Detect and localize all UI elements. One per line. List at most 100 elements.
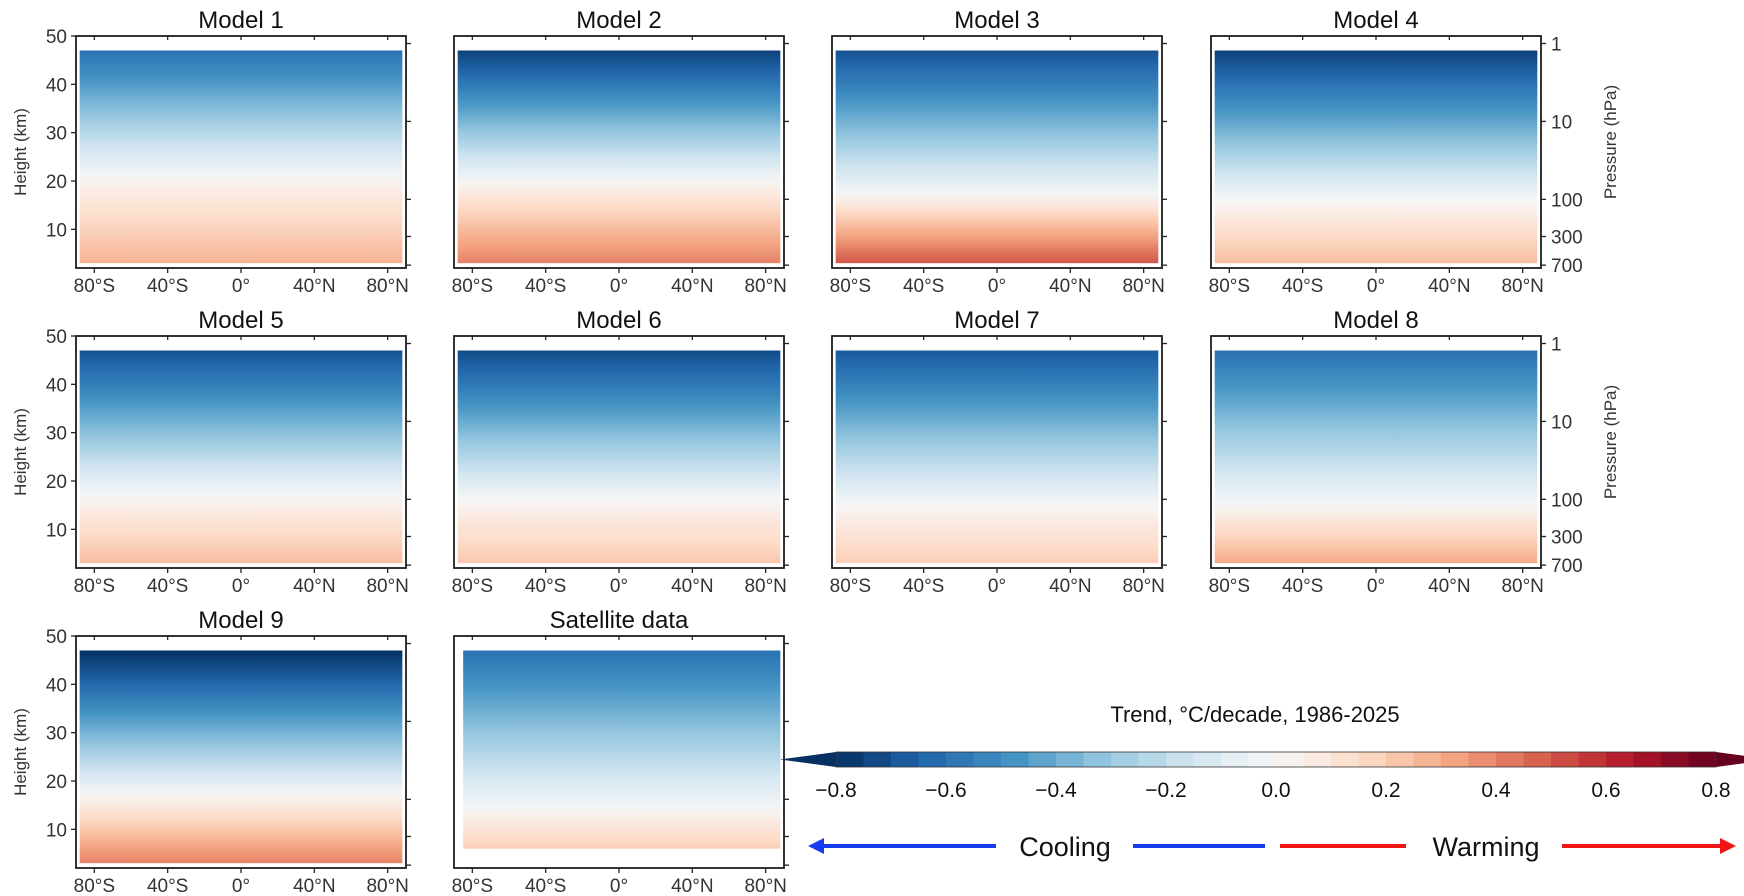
x-tick-label: 40°S (147, 276, 188, 297)
x-tick-label: 40°N (1428, 576, 1470, 597)
y-tick-label: 10 (46, 520, 67, 541)
x-tick-label: 40°N (1428, 276, 1470, 297)
y-tick-label: 20 (46, 772, 67, 793)
colorbar-tick-label: −0.6 (925, 779, 966, 802)
x-tick-label: 80°S (830, 576, 871, 597)
warming-label: Warming (1432, 832, 1539, 862)
y-tick-label: 40 (46, 375, 67, 396)
warming-arrowhead-icon (1720, 838, 1736, 854)
x-tick-label: 40°N (671, 576, 713, 597)
colorbar-tick-label: −0.8 (815, 779, 856, 802)
colorbar-extend-low-icon (780, 752, 836, 767)
x-tick-label: 80°N (1122, 576, 1164, 597)
x-tick-label: 80°N (1501, 276, 1543, 297)
panel-title: Model 1 (198, 7, 283, 34)
colorbar-swatch (1221, 752, 1249, 767)
x-tick-label: 40°S (147, 576, 188, 597)
colorbar-tick-label: 0.4 (1481, 779, 1511, 802)
panel-title: Model 4 (1333, 7, 1418, 34)
y-tick-label: 50 (46, 627, 67, 648)
panel-7: Model 7 80°S 40°S 0° 40°N 80°N (830, 307, 1167, 597)
pressure-tick-label: 1 (1551, 35, 1562, 56)
x-tick-label: 40°N (1049, 276, 1091, 297)
panel-title: Model 2 (576, 7, 661, 34)
trend-field (835, 350, 1159, 564)
colorbar-swatch (863, 752, 892, 767)
panels-grid: Model 1 80°S 40°S 0° 40°N 80°N 10 20 30 40 50 Heigh… (11, 7, 1620, 896)
x-tick-label: 80°S (74, 576, 115, 597)
colorbar-extend-high-icon (1716, 752, 1744, 767)
colorbar-swatch (1111, 752, 1139, 767)
panel-4: Model 4 80°S 40°S 0° 40°N 80°N 1 10 100 300 700 Pre… (1209, 7, 1620, 297)
panel-5: Model 5 80°S 40°S 0° 40°N 80°N 10 20 30 40 50 Heigh… (11, 307, 411, 597)
x-tick-label: 40°S (903, 276, 944, 297)
colorbar-swatch (1496, 752, 1524, 767)
x-tick-label: 80°S (74, 276, 115, 297)
x-tick-label: 80°S (452, 276, 493, 297)
trend-field (457, 350, 781, 564)
colorbar-swatches (780, 751, 1744, 768)
pressure-axis-label: Pressure (hPa) (1601, 85, 1620, 199)
x-tick-label: 80°N (744, 876, 786, 896)
colorbar-swatch (1688, 752, 1717, 767)
pressure-tick-label: 1 (1551, 335, 1562, 356)
y-tick-label: 30 (46, 424, 67, 445)
panel-2: Model 2 80°S 40°S 0° 40°N 80°N (452, 7, 789, 297)
x-tick-label: 40°N (293, 576, 335, 597)
pressure-tick-label: 100 (1551, 490, 1583, 511)
x-tick-label: 0° (232, 876, 250, 896)
colorbar-tick-label: 0.0 (1261, 779, 1290, 802)
trend-field (457, 50, 781, 264)
trend-field (79, 350, 403, 564)
panel-title: Model 5 (198, 307, 283, 334)
x-tick-label: 0° (610, 876, 628, 896)
colorbar-title: Trend, °C/decade, 1986-2025 (1110, 702, 1399, 727)
pressure-tick-label: 10 (1551, 112, 1572, 133)
height-axis-label: Height (km) (11, 408, 30, 496)
colorbar-ticks: −0.8 −0.6 −0.4 −0.2 0.0 0.2 0.4 0.6 0.8 (815, 779, 1730, 802)
y-tick-label: 20 (46, 172, 67, 193)
x-tick-label: 40°N (293, 276, 335, 297)
x-tick-label: 80°S (74, 876, 115, 896)
pressure-tick-label: 300 (1551, 227, 1583, 248)
x-tick-label: 80°S (452, 576, 493, 597)
x-tick-label: 40°N (671, 876, 713, 896)
x-tick-label: 40°N (671, 276, 713, 297)
colorbar-swatch (1248, 752, 1277, 767)
panel-1: Model 1 80°S 40°S 0° 40°N 80°N 10 20 30 40 50 Heigh… (11, 7, 411, 297)
colorbar-swatch (1606, 752, 1634, 767)
x-tick-label: 80°N (1501, 576, 1543, 597)
y-tick-label: 30 (46, 124, 67, 145)
x-tick-label: 0° (988, 276, 1006, 297)
height-axis-label: Height (km) (11, 108, 30, 196)
cooling-label: Cooling (1019, 832, 1111, 862)
x-tick-label: 40°S (903, 576, 944, 597)
panel-title: Model 9 (198, 607, 283, 634)
x-tick-label: 40°S (525, 576, 566, 597)
panel-title: Model 6 (576, 307, 661, 334)
panel-title: Model 7 (954, 307, 1039, 334)
colorbar-tick-label: −0.4 (1035, 779, 1077, 802)
x-tick-label: 0° (232, 276, 250, 297)
trend-field (835, 50, 1159, 264)
colorbar-swatch (1331, 752, 1359, 767)
x-tick-label: 0° (232, 576, 250, 597)
trend-field (79, 50, 403, 264)
x-tick-label: 80°S (830, 276, 871, 297)
x-tick-label: 80°N (366, 576, 408, 597)
x-tick-label: 0° (610, 276, 628, 297)
x-tick-label: 80°N (744, 576, 786, 597)
panel-3: Model 3 80°S 40°S 0° 40°N 80°N (830, 7, 1167, 297)
y-tick-label: 50 (46, 27, 67, 48)
trend-direction-arrows: Cooling Warming (808, 832, 1736, 862)
panel-8: Model 8 80°S 40°S 0° 40°N 80°N 1 10 100 300 700 Pre… (1209, 307, 1620, 597)
x-tick-label: 80°S (1209, 276, 1250, 297)
pressure-tick-label: 300 (1551, 527, 1583, 548)
colorbar-tick-label: 0.2 (1371, 779, 1400, 802)
x-tick-label: 80°N (1122, 276, 1164, 297)
colorbar-swatch (1386, 752, 1414, 767)
x-tick-label: 40°S (1282, 576, 1323, 597)
y-tick-label: 30 (46, 724, 67, 745)
pressure-tick-label: 700 (1551, 556, 1583, 577)
x-tick-label: 40°S (525, 276, 566, 297)
